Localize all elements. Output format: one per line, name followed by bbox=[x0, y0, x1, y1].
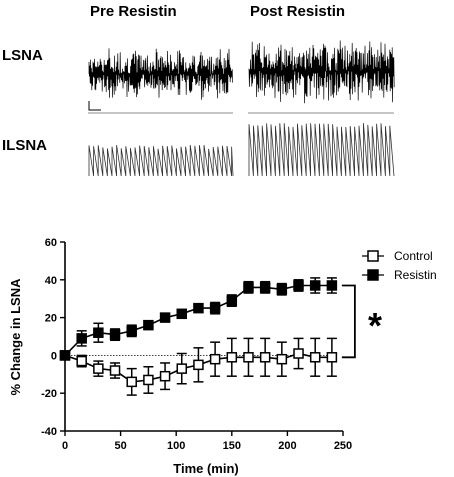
y-tick-label: -40 bbox=[41, 426, 57, 438]
x-tick-label: 250 bbox=[334, 440, 352, 452]
legend-item-control: Control bbox=[362, 249, 433, 263]
data-point bbox=[226, 352, 238, 363]
legend-label-control: Control bbox=[394, 249, 433, 263]
data-point bbox=[209, 302, 221, 314]
y-tick-label: -20 bbox=[41, 388, 57, 400]
label-ilsna: ILSNA bbox=[2, 137, 47, 154]
x-tick-label: 50 bbox=[114, 440, 126, 452]
legend-item-resistin: Resistin bbox=[362, 268, 437, 282]
data-point bbox=[193, 302, 204, 314]
legend: Control Resistin bbox=[362, 249, 437, 282]
x-tick-label: 200 bbox=[278, 440, 296, 452]
x-axis-label: Time (min) bbox=[173, 461, 239, 476]
x-tick-label: 100 bbox=[167, 440, 185, 452]
legend-label-resistin: Resistin bbox=[394, 268, 437, 282]
legend-marker-control bbox=[367, 250, 379, 262]
scale-bar bbox=[88, 101, 101, 111]
ilsna-pre-trace bbox=[88, 144, 234, 177]
significance-bracket bbox=[341, 284, 356, 359]
data-point bbox=[309, 352, 321, 363]
lsna-post-trace bbox=[248, 40, 395, 104]
data-point bbox=[76, 333, 87, 344]
series-control bbox=[59, 337, 338, 396]
traces-panel: Pre Resistin Post Resistin LSNA ILSNA bbox=[2, 3, 395, 177]
y-tick-label: 60 bbox=[45, 237, 57, 249]
ilsna-post-trace bbox=[248, 123, 395, 177]
y-tick-label: 40 bbox=[45, 275, 57, 287]
data-point bbox=[143, 374, 154, 386]
data-point bbox=[109, 329, 121, 340]
data-point bbox=[243, 282, 254, 293]
data-point bbox=[126, 376, 137, 388]
data-point bbox=[293, 348, 304, 359]
data-point bbox=[259, 282, 271, 293]
series-line bbox=[64, 284, 332, 356]
data-point bbox=[159, 312, 171, 323]
axes: -40 -20 0 20 40 60 0 50 100 150 200 250 bbox=[41, 237, 352, 452]
y-tick-label: 20 bbox=[45, 313, 57, 325]
data-point bbox=[193, 359, 204, 371]
significance-asterisk: * bbox=[368, 305, 382, 346]
header-pre-resistin: Pre Resistin bbox=[90, 3, 177, 20]
data-point bbox=[243, 352, 254, 363]
data-point bbox=[93, 363, 104, 374]
data-point bbox=[276, 353, 288, 365]
data-point bbox=[59, 350, 71, 361]
data-point bbox=[309, 280, 321, 291]
x-tick-label: 150 bbox=[223, 440, 241, 452]
data-point bbox=[159, 370, 171, 382]
data-point bbox=[109, 365, 121, 376]
data-point bbox=[176, 308, 188, 320]
data-point bbox=[276, 284, 288, 295]
series-resistin bbox=[59, 277, 338, 361]
x-tick-label: 0 bbox=[62, 440, 68, 452]
data-point bbox=[176, 363, 188, 374]
legend-marker-resistin bbox=[367, 269, 379, 281]
data-point bbox=[93, 327, 104, 338]
y-tick-label: 0 bbox=[51, 350, 57, 362]
lsna-pre-trace bbox=[88, 48, 233, 100]
data-point bbox=[259, 352, 271, 363]
data-point bbox=[76, 355, 87, 367]
data-point bbox=[143, 319, 154, 331]
label-lsna: LSNA bbox=[2, 47, 43, 64]
header-post-resistin: Post Resistin bbox=[250, 3, 345, 20]
data-point bbox=[126, 325, 137, 337]
lsna-change-chart: -40 -20 0 20 40 60 0 50 100 150 200 250 % Change in… bbox=[8, 237, 437, 476]
bracket-line bbox=[341, 284, 356, 359]
y-axis-label: % Change in LSNA bbox=[8, 278, 23, 396]
data-point bbox=[293, 280, 304, 291]
data-point bbox=[226, 295, 238, 306]
data-point bbox=[326, 280, 338, 291]
data-point bbox=[209, 353, 221, 365]
series-layer bbox=[59, 277, 338, 396]
data-point bbox=[326, 352, 338, 363]
